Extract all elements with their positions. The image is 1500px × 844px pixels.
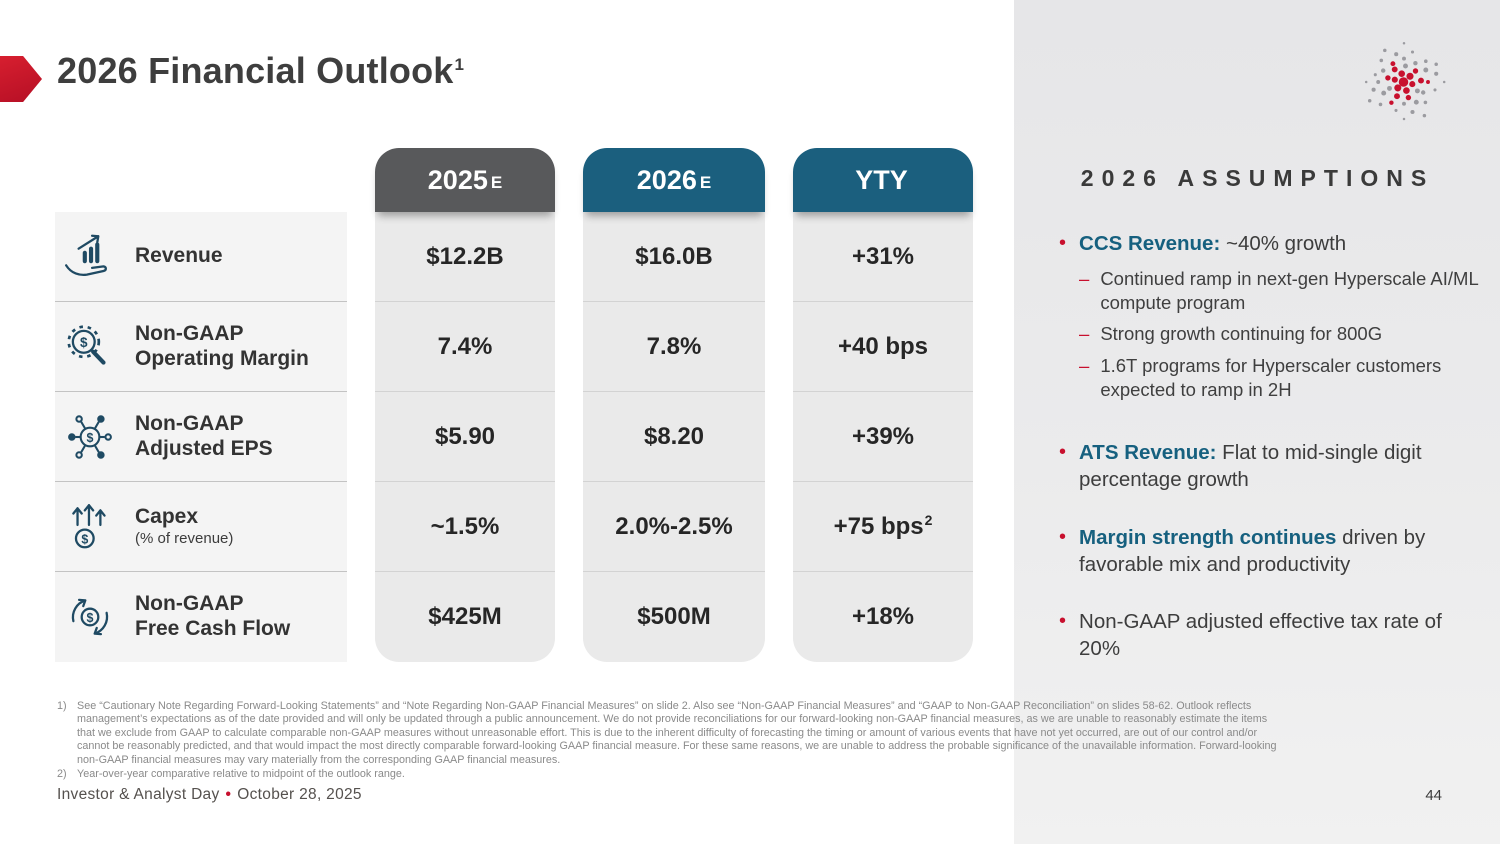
value-revenue-yty: +31% [793,212,973,302]
sub-bullet-dash: – [1079,323,1090,345]
value-capex-2025e: ~1.5% [375,482,555,572]
assumption-text: CCS Revenue: ~40% growth – Continued ramp … [1079,230,1482,409]
row-label-text: Revenue [135,244,223,268]
assumption-body: Non-GAAP adjusted effective tax rate of … [1079,609,1442,660]
footnote-2: 2) Year-over-year comparative relative t… [57,768,405,781]
assumption-item-4: • Non-GAAP adjusted effective tax rate of… [1059,608,1482,662]
assumption-text: Margin strength continues driven by favo… [1079,524,1482,578]
footnotes: 1) See “Cautionary Note Regarding Forwar… [57,700,1279,783]
assumption-item-3: • Margin strength continues driven by fav… [1059,524,1482,578]
magnifier-gear-dollar-icon: $ [61,323,119,371]
assumption-body: ~40% growth [1225,232,1347,255]
bullet-dot: • [1059,232,1067,254]
assumption-sub-item: – Strong growth continuing for 800G [1079,323,1383,345]
assumptions-list: • CCS Revenue: ~40% growth – Continued ramp… [1059,230,1482,662]
assumptions-panel-background [1014,0,1500,844]
revenue-hand-chart-icon [61,233,119,281]
footer-event-name: Investor & Analyst Day [57,786,220,803]
table-corner-spacer [55,148,347,212]
value-adjusted-eps-2025e: $5.90 [375,392,555,482]
row-label-free-cash-flow: $ Non-GAAP Free Cash Flow [55,572,347,662]
row-label-revenue: Revenue [55,212,347,302]
value-free-cash-flow-2025e: $425M [375,572,555,662]
value-adjusted-eps-2026e: $8.20 [583,392,765,482]
outlook-table: 2025 E 2026 E YTY Revenue $12.2B $16.0B +31% $… [55,148,973,662]
value-capex-yty: +75 bps 2 [793,482,973,572]
assumption-sub-list: – Continued ramp in next-gen Hyperscale A… [1079,267,1482,401]
assumption-sub-item: – Continued ramp in next-gen Hyperscale A… [1079,268,1479,313]
footnote-1: 1) See “Cautionary Note Regarding Forwar… [57,700,1277,766]
row-label-text: Non-GAAP Adjusted EPS [135,411,273,460]
assumptions-heading: 2026 ASSUMPTIONS [1080,165,1435,191]
column-header-yty: YTY [793,148,973,212]
sub-bullet-dash: – [1079,268,1090,290]
assumption-item-2: • ATS Revenue: Flat to mid-single digit p… [1059,439,1482,493]
value-operating-margin-2026e: 7.8% [583,302,765,392]
value-revenue-2025e: $12.2B [375,212,555,302]
column-header-2026e: 2026 E [583,148,765,212]
assumption-body: Flat to mid-single digit percentage grow… [1079,441,1422,492]
svg-text:$: $ [80,335,88,350]
footer-date: October 28, 2025 [237,786,362,803]
value-footnote-marker: 2 [924,511,933,528]
red-accent-chevron [0,56,42,102]
assumption-text: Non-GAAP adjusted effective tax rate of … [1079,608,1482,662]
starburst-dots-logo-icon [1364,41,1446,121]
svg-text:$: $ [87,611,94,625]
bullet-dot: • [1059,525,1067,548]
assumption-item-1: • CCS Revenue: ~40% growth – Continued ramp… [1059,230,1482,409]
row-label-text: Capex (% of revenue) [135,505,234,548]
svg-text:$: $ [81,532,88,546]
footer-separator-dot: • [225,786,232,803]
capex-arrows-dollar-icon: $ [61,503,119,551]
value-free-cash-flow-2026e: $500M [583,572,765,662]
title-footnote-marker: 1 [454,55,465,74]
assumption-lead: Margin strength continues [1079,525,1343,549]
assumption-lead: CCS Revenue: [1079,232,1226,255]
value-operating-margin-2025e: 7.4% [375,302,555,392]
value-free-cash-flow-yty: +18% [793,572,973,662]
page-number: 44 [1425,787,1442,804]
assumption-sub-item: –1.6T programs for Hyperscaler customers… [1079,355,1442,400]
row-label-text: Non-GAAP Free Cash Flow [135,592,291,640]
row-label-capex: $ Capex (% of revenue) [55,482,347,572]
bullet-dot: • [1059,609,1067,632]
value-revenue-2026e: $16.0B [583,212,765,302]
footer-event-info: Investor & Analyst Day • October 28, 2025 [57,786,362,804]
company-logo [1338,30,1466,143]
assumptions-panel: 2026 ASSUMPTIONS • CCS Revenue: ~40% grow… [1015,0,1500,692]
value-operating-margin-yty: +40 bps [793,302,973,392]
sub-bullet-dash: – [1079,355,1090,377]
value-adjusted-eps-yty: +39% [793,392,973,482]
assumption-lead: ATS Revenue: [1079,441,1223,465]
row-label-text: Non-GAAP Operating Margin [135,321,309,370]
network-dollar-icon: $ [61,413,119,461]
assumption-body: driven by favorable mix and productivity [1079,525,1426,576]
row-label-operating-margin: $ Non-GAAP Operating Margin [55,302,347,392]
column-header-2025e: 2025 E [375,148,555,212]
page-title: 2026 Financial Outlook1 [57,50,465,91]
assumption-text: ATS Revenue: Flat to mid-single digit pe… [1079,439,1482,493]
cash-cycle-dollar-icon: $ [61,593,119,641]
row-label-adjusted-eps: $ Non-GAAP Adjusted EPS [55,392,347,482]
bullet-dot: • [1059,441,1067,464]
svg-text:$: $ [87,431,94,445]
value-capex-2026e: 2.0%-2.5% [583,482,765,572]
